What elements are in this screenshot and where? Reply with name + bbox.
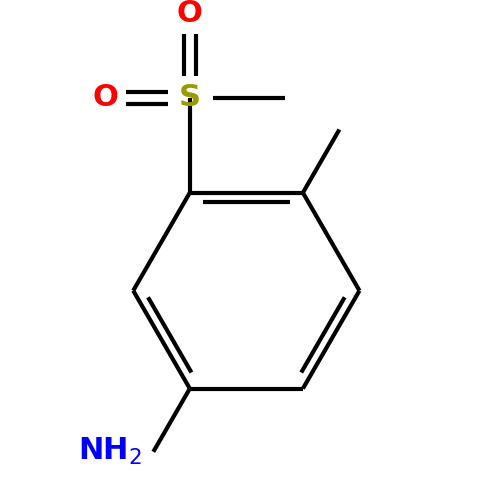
Text: O: O	[93, 84, 119, 112]
Text: O: O	[177, 0, 203, 28]
Text: S: S	[179, 84, 201, 112]
Text: NH$_2$: NH$_2$	[78, 436, 142, 468]
